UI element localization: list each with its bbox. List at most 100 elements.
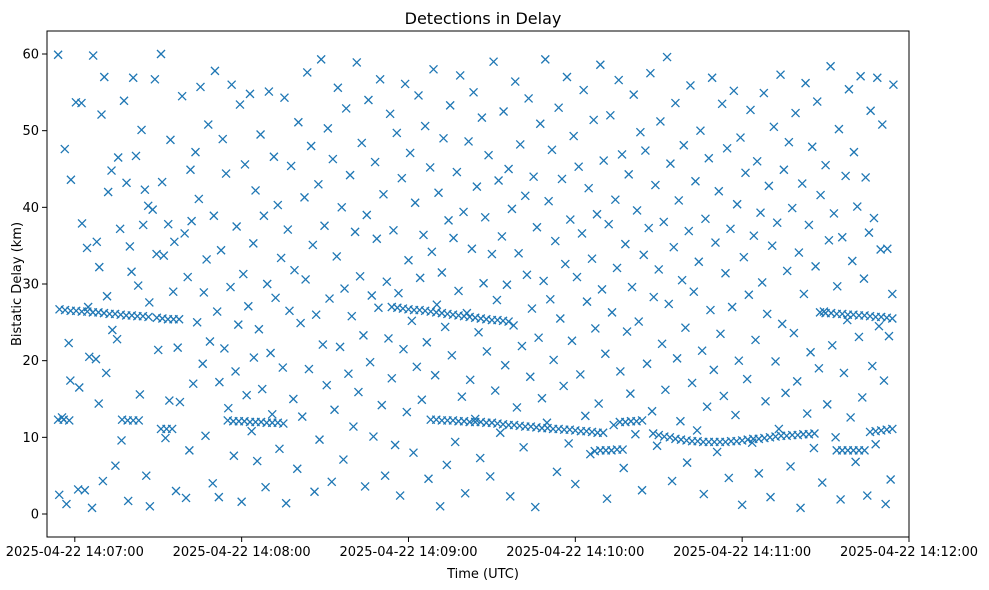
data-point xyxy=(851,457,861,467)
data-point xyxy=(524,94,534,103)
data-point xyxy=(395,491,405,501)
data-point xyxy=(577,228,587,238)
data-point xyxy=(619,463,629,473)
data-point xyxy=(575,370,585,379)
data-point xyxy=(525,372,535,382)
data-point xyxy=(188,379,198,389)
data-point xyxy=(419,230,428,240)
data-point xyxy=(221,169,231,179)
data-point xyxy=(670,98,680,108)
data-point xyxy=(475,453,485,463)
data-point xyxy=(530,502,540,512)
data-point xyxy=(440,322,450,332)
data-point xyxy=(597,284,607,294)
data-point xyxy=(251,186,261,195)
data-point xyxy=(247,426,257,436)
data-point xyxy=(235,100,245,110)
data-point xyxy=(457,392,467,402)
data-point xyxy=(679,140,689,150)
data-point xyxy=(534,333,544,343)
data-point xyxy=(635,127,645,137)
data-point xyxy=(97,110,106,120)
data-point xyxy=(827,340,837,350)
data-point xyxy=(341,103,351,113)
data-point xyxy=(657,339,667,349)
data-point xyxy=(580,411,590,421)
data-point xyxy=(786,462,796,471)
data-point xyxy=(415,273,425,283)
data-point xyxy=(199,287,209,297)
data-point xyxy=(306,141,316,151)
data-point xyxy=(797,179,807,189)
data-point xyxy=(107,166,116,175)
data-point xyxy=(187,216,197,226)
data-point xyxy=(787,203,797,213)
data-point xyxy=(721,268,730,278)
data-point xyxy=(637,416,647,425)
data-point xyxy=(712,447,722,457)
data-point xyxy=(579,85,589,95)
data-point xyxy=(726,224,735,234)
data-point xyxy=(242,390,252,400)
data-point xyxy=(372,234,382,244)
data-point xyxy=(742,374,752,384)
data-point xyxy=(275,444,284,454)
data-point xyxy=(572,272,582,282)
data-point xyxy=(358,330,368,340)
data-point xyxy=(767,241,777,251)
data-point xyxy=(420,121,430,131)
data-point xyxy=(654,430,664,440)
data-point xyxy=(615,366,625,376)
data-point xyxy=(537,393,547,403)
data-point xyxy=(315,435,324,445)
data-point xyxy=(754,468,764,478)
data-point xyxy=(784,137,794,147)
data-point xyxy=(464,136,474,146)
data-point xyxy=(492,295,502,305)
data-point xyxy=(552,467,562,477)
data-point xyxy=(397,173,407,183)
data-point xyxy=(262,279,272,289)
data-point xyxy=(864,228,874,238)
data-point xyxy=(297,412,307,422)
data-point xyxy=(704,153,714,163)
data-point xyxy=(281,498,291,508)
data-point xyxy=(454,286,463,296)
data-point xyxy=(360,481,370,491)
data-point xyxy=(340,284,349,294)
data-point xyxy=(490,386,500,396)
data-point xyxy=(370,157,380,167)
data-point xyxy=(598,428,608,438)
data-point xyxy=(819,307,829,317)
data-point xyxy=(645,68,655,78)
data-point xyxy=(54,490,64,500)
data-point xyxy=(699,489,709,499)
data-point xyxy=(782,266,792,276)
data-point xyxy=(689,287,699,297)
data-point xyxy=(829,209,839,218)
data-point xyxy=(886,475,896,484)
data-point xyxy=(799,289,809,299)
data-point xyxy=(92,237,102,247)
data-point xyxy=(210,66,220,76)
data-point xyxy=(872,73,882,83)
data-point xyxy=(664,299,674,309)
data-point xyxy=(642,359,652,369)
data-point xyxy=(117,435,126,445)
data-point xyxy=(824,235,834,245)
data-point xyxy=(174,314,184,324)
data-point xyxy=(64,338,74,348)
data-point xyxy=(469,87,479,97)
data-point xyxy=(285,306,294,316)
data-point xyxy=(887,424,897,434)
data-point xyxy=(567,336,577,346)
data-point xyxy=(115,224,125,234)
data-point xyxy=(84,352,94,362)
data-point xyxy=(375,74,385,84)
data-point xyxy=(801,78,811,88)
data-point xyxy=(323,123,333,133)
data-point xyxy=(648,429,658,438)
data-point xyxy=(512,402,522,412)
data-point xyxy=(352,57,362,67)
data-point xyxy=(437,268,447,277)
